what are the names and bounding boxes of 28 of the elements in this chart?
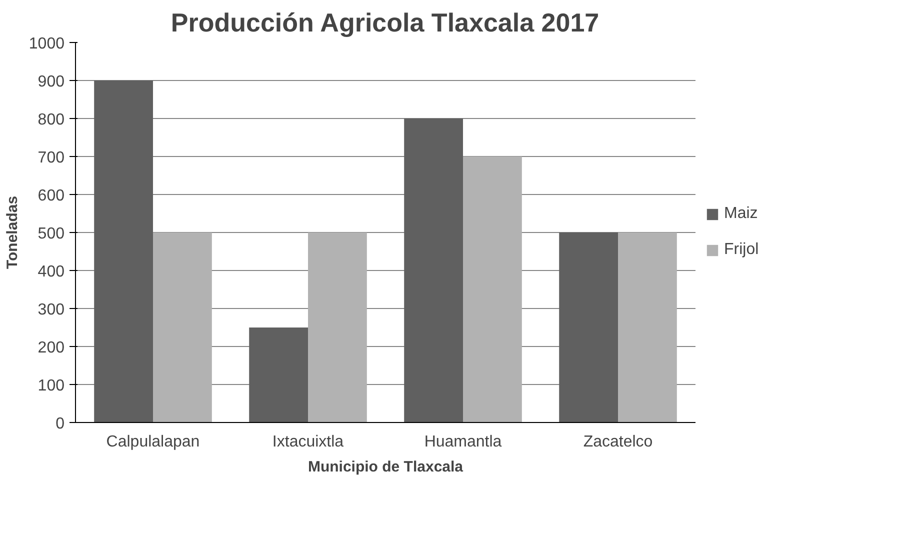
y-tick-label: 900 [38, 74, 65, 90]
y-tick-label: 400 [38, 264, 65, 280]
chart-title: Producción Agricola Tlaxcala 2017 [170, 8, 600, 38]
x-tick-label: Ixtacuixtla [272, 434, 344, 450]
y-tick-label: 800 [38, 112, 65, 128]
y-tick-label: 100 [38, 378, 65, 394]
x-tick-label: Calpulalapan [106, 434, 200, 450]
bar [559, 232, 618, 422]
y-tick-label: 300 [38, 302, 65, 318]
bar [308, 232, 367, 422]
legend-label: Maiz [724, 205, 758, 223]
bar [404, 118, 463, 422]
y-tick-label: 500 [38, 226, 65, 242]
bar [94, 80, 153, 422]
y-tick-label: 600 [38, 188, 65, 204]
x-tick-label: Huamantla [424, 434, 502, 450]
bar [153, 232, 212, 422]
bar [463, 156, 522, 422]
bar [249, 328, 308, 422]
y-tick-label: 1000 [28, 36, 65, 52]
x-axis-title: Municipio de Tlaxcala [308, 458, 464, 476]
y-tick-label: 700 [38, 150, 65, 166]
y-tick-label: 0 [56, 416, 65, 432]
y-axis-title: Toneladas [4, 196, 21, 270]
x-tick-label: Zacatelco [583, 434, 653, 450]
legend-label: Frijol [724, 241, 759, 259]
bar [618, 232, 677, 422]
y-tick-label: 200 [38, 340, 65, 356]
